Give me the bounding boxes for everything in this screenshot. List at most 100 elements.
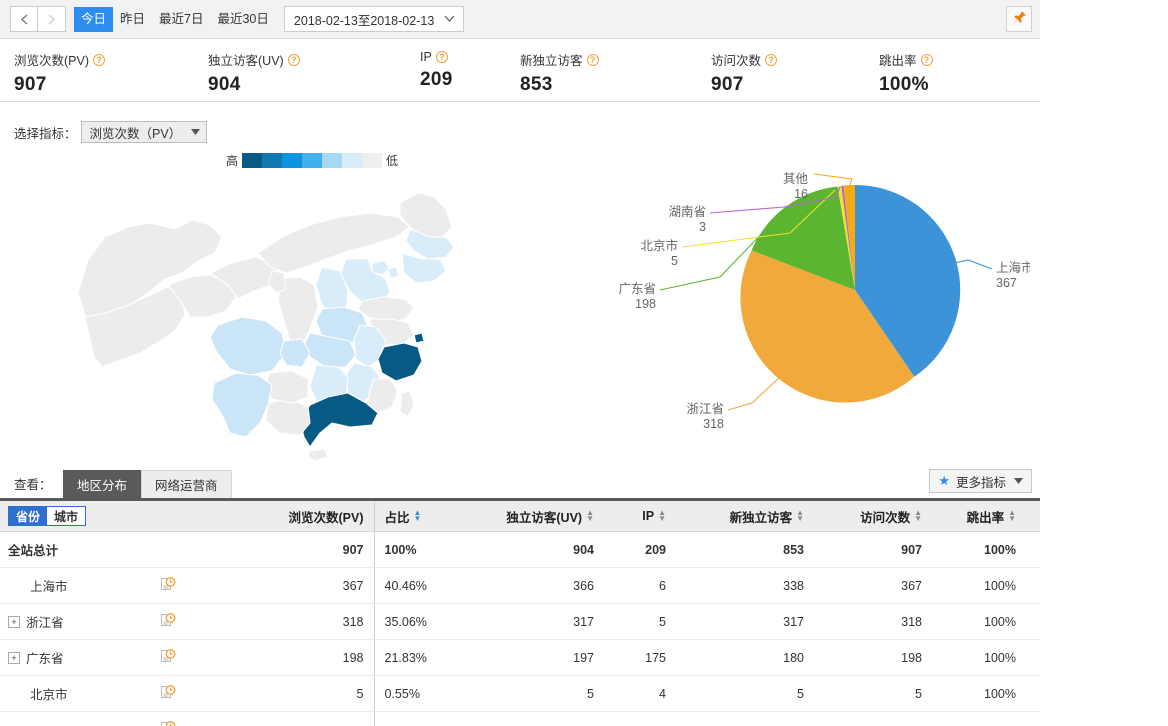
sort-arrows-icon[interactable]: ▲ ▼ xyxy=(796,508,804,523)
quick-range-today[interactable]: 今日 xyxy=(74,6,114,32)
row-isp-link[interactable]: 查看 xyxy=(1026,567,1040,604)
pie-slice-zhejiang xyxy=(740,250,915,403)
tab-region-distribution[interactable]: 地区分布 xyxy=(63,470,142,498)
indicator-select[interactable]: 浏览次数（PV） xyxy=(80,121,208,143)
row-isp-link[interactable]: 查看 xyxy=(1026,603,1040,640)
header-visits[interactable]: 访问次数 ▲ ▼ xyxy=(814,498,932,532)
region-pie-chart[interactable]: 上海市 367 浙江省 318 广东省 198 北京市 5 湖南省 3 其他 1… xyxy=(600,165,1030,460)
help-icon[interactable]: ? xyxy=(920,53,933,66)
quick-range-last30[interactable]: 最近30日 xyxy=(217,11,269,26)
header-new-uv[interactable]: 新独立访客 ▲ ▼ xyxy=(676,498,814,532)
row-name-cell: + 浙江省 xyxy=(0,603,150,640)
heat-swatch-3 xyxy=(282,153,303,168)
sort-arrows-icon[interactable]: ▲ ▼ xyxy=(413,508,422,523)
row-isp-link[interactable]: 查看 xyxy=(1026,639,1040,676)
next-period-button[interactable] xyxy=(38,6,66,32)
region-data-table: 省份 城市 浏览次数(PV) 占比 ▲ ▼ xyxy=(0,498,1040,726)
expand-toggle-icon[interactable]: + xyxy=(8,615,20,628)
row-bounce: 100% xyxy=(932,567,1026,604)
metric-pv: 浏览次数(PV) ? 907 xyxy=(0,39,208,101)
prev-period-button[interactable] xyxy=(10,6,38,32)
table-row[interactable]: 上海市 xyxy=(0,567,1040,604)
help-icon[interactable]: ? xyxy=(287,53,300,66)
help-icon[interactable]: ? xyxy=(93,53,106,66)
expand-toggle-icon[interactable]: + xyxy=(8,651,20,664)
trend-report-icon[interactable] xyxy=(160,684,176,703)
region-shanghai xyxy=(413,332,425,344)
china-choropleth-map[interactable] xyxy=(10,175,570,460)
header-uv[interactable]: 独立访客(UV) ▲ ▼ xyxy=(474,498,604,532)
header-province-city-switch: 省份 城市 xyxy=(0,498,150,532)
row-trend-cell[interactable] xyxy=(150,711,262,726)
header-ratio[interactable]: 占比 ▲ ▼ xyxy=(373,498,474,532)
row-trend-cell[interactable] xyxy=(150,567,262,604)
row-isp-link[interactable]: 查看 xyxy=(1026,675,1040,712)
heat-swatch-4 xyxy=(302,153,323,168)
province-city-switch[interactable]: 省份 城市 xyxy=(8,506,87,526)
region-heilongjiang xyxy=(399,192,453,238)
region-tianjin xyxy=(387,266,400,279)
leader-line-other xyxy=(813,173,853,186)
pin-button[interactable] xyxy=(1006,6,1032,32)
indicator-row: 选择指标： 浏览次数（PV） xyxy=(0,118,1040,146)
sort-arrows-icon[interactable]: ▲ ▼ xyxy=(1008,508,1016,523)
sort-arrows-icon[interactable]: ▲ ▼ xyxy=(658,508,666,523)
table-row[interactable]: + 浙江省 xyxy=(0,603,1040,640)
header-ip[interactable]: IP ▲ ▼ xyxy=(604,498,676,532)
quick-range-last7[interactable]: 最近7日 xyxy=(159,11,204,26)
trend-report-icon[interactable] xyxy=(160,576,176,595)
total-bounce: 100% xyxy=(932,531,1026,568)
row-ip: 175 xyxy=(604,639,676,676)
more-metrics-button[interactable]: ★ 更多指标 xyxy=(929,469,1032,493)
pie-slice-beijing xyxy=(837,185,855,290)
row-ip: 4 xyxy=(604,675,676,712)
total-pv: 907 xyxy=(262,531,374,568)
row-name: 浙江省 xyxy=(26,616,64,630)
metric-pv-label: 浏览次数(PV) xyxy=(14,54,90,68)
sort-arrows-icon[interactable]: ▲ ▼ xyxy=(914,508,922,523)
leader-line-hunan xyxy=(709,186,841,214)
help-icon[interactable]: ? xyxy=(765,53,778,66)
row-visits: 367 xyxy=(814,567,932,604)
table-row[interactable]: + 广东省 xyxy=(0,639,1040,676)
metric-visits-label: 访问次数 xyxy=(711,54,762,68)
sort-arrows-icon[interactable]: ▲ ▼ xyxy=(586,508,594,523)
date-toolbar: 今日 昨日 最近7日 最近30日 2018-02-13至2018-02-13 xyxy=(0,0,1040,39)
header-ratio-label: 占比 xyxy=(384,510,410,525)
trend-report-icon[interactable] xyxy=(160,720,176,726)
pie-label-guangdong-name: 广东省 xyxy=(618,282,656,296)
row-trend-cell[interactable] xyxy=(150,639,262,676)
view-label: 查看： xyxy=(14,478,52,492)
quick-range-yesterday[interactable]: 昨日 xyxy=(120,11,146,26)
indicator-select-value: 浏览次数（PV） xyxy=(89,126,182,141)
pie-slice-guangdong xyxy=(751,186,855,290)
row-pv: 367 xyxy=(262,567,374,604)
help-icon[interactable]: ? xyxy=(586,53,599,66)
help-icon[interactable]: ? xyxy=(435,51,448,63)
date-range-picker[interactable]: 2018-02-13至2018-02-13 xyxy=(283,6,465,32)
row-trend-cell[interactable] xyxy=(150,603,262,640)
heatmap-legend-high: 高 xyxy=(226,154,239,168)
table-row[interactable]: 北京市 xyxy=(0,675,1040,712)
row-trend-cell[interactable] xyxy=(150,675,262,712)
row-pv: 5 xyxy=(262,675,374,712)
trend-report-icon[interactable] xyxy=(160,648,176,667)
row-isp-link[interactable] xyxy=(1026,711,1040,726)
metric-pv-value: 907 xyxy=(14,74,47,95)
header-trend-spacer xyxy=(150,498,262,532)
switch-province[interactable]: 省份 xyxy=(9,507,48,525)
metric-new-uv-label: 新独立访客 xyxy=(520,54,583,68)
row-ip: 5 xyxy=(604,603,676,640)
leader-line-zhejiang xyxy=(727,376,781,411)
header-new-uv-label: 新独立访客 xyxy=(729,510,793,525)
header-visits-label: 访问次数 xyxy=(860,510,911,525)
switch-city[interactable]: 城市 xyxy=(54,509,79,524)
tab-network-operator[interactable]: 网络运营商 xyxy=(141,470,232,498)
region-tibet xyxy=(84,286,186,368)
table-row[interactable] xyxy=(0,711,1040,726)
region-inner-mongolia xyxy=(257,212,411,274)
metric-new-uv-value: 853 xyxy=(520,74,553,95)
trend-report-icon[interactable] xyxy=(160,612,176,631)
row-uv: 366 xyxy=(474,567,604,604)
header-bounce[interactable]: 跳出率 ▲ ▼ xyxy=(932,498,1026,532)
